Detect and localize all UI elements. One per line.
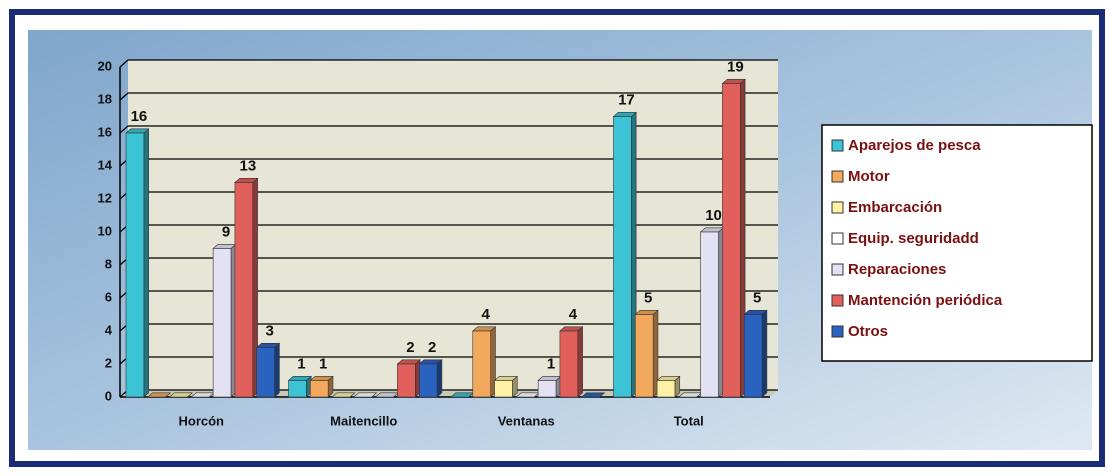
- bar: [537, 380, 557, 398]
- bar-top: [580, 392, 606, 398]
- bar-side: [436, 359, 443, 398]
- data-label: 1: [547, 355, 555, 372]
- x-tick-label: Total: [674, 413, 704, 428]
- bar: [700, 231, 719, 398]
- bar-top: [168, 392, 194, 398]
- grid-line: [119, 92, 778, 101]
- legend-label: Mantención periódica: [848, 292, 1003, 309]
- bar-side: [143, 128, 149, 398]
- bar: [559, 330, 579, 398]
- legend-swatch: [831, 325, 844, 338]
- y-tick-label: 20: [98, 58, 112, 73]
- x-tick-label: Maitencillo: [330, 413, 397, 428]
- legend-swatch: [831, 263, 844, 276]
- frame: [9, 9, 1105, 467]
- bar: [418, 363, 438, 398]
- legend-label: Reparaciones: [848, 261, 946, 278]
- bar: [397, 363, 416, 398]
- y-tick-label: 8: [105, 256, 112, 271]
- legend: [821, 124, 1093, 362]
- bar-side: [761, 309, 768, 398]
- data-label: 5: [753, 289, 761, 306]
- bar: [125, 132, 145, 398]
- data-label: 4: [569, 306, 578, 323]
- x-tick-label: Horcón: [179, 413, 225, 428]
- bar: [722, 83, 741, 398]
- bar: [288, 380, 307, 398]
- bar: [256, 347, 275, 398]
- legend-swatch: [831, 294, 844, 307]
- y-tick-label: 0: [105, 388, 112, 403]
- y-tick-label: 16: [98, 124, 112, 139]
- y-tick-label: 10: [98, 223, 112, 238]
- bar: [472, 330, 491, 398]
- bar: [309, 380, 329, 398]
- data-label: 17: [618, 91, 635, 108]
- y-tick-label: 4: [105, 322, 113, 337]
- data-label: 1: [319, 355, 327, 372]
- bar: [634, 314, 654, 398]
- data-label: 4: [482, 306, 491, 323]
- legend-label: Motor: [848, 168, 890, 185]
- bar: [656, 380, 676, 398]
- grid-line: [119, 59, 778, 68]
- data-label: 1: [297, 355, 305, 372]
- y-tick-label: 2: [105, 355, 112, 370]
- bar: [613, 116, 632, 398]
- legend-label: Otros: [848, 323, 888, 340]
- data-label: 2: [428, 339, 436, 356]
- bar-side: [274, 342, 280, 398]
- bar: [234, 182, 254, 398]
- legend-swatch: [831, 139, 844, 152]
- legend-swatch: [831, 201, 844, 214]
- legend-label: Embarcación: [848, 199, 942, 216]
- bar: [494, 380, 513, 398]
- data-label: 9: [222, 223, 230, 240]
- data-label: 5: [644, 289, 652, 306]
- y-tick-label: 6: [105, 289, 112, 304]
- data-label: 19: [727, 58, 744, 75]
- bar-top: [331, 392, 356, 398]
- legend-swatch: [831, 232, 844, 245]
- legend-swatch: [831, 170, 844, 183]
- legend-label: Aparejos de pesca: [848, 137, 981, 154]
- data-label: 2: [406, 339, 414, 356]
- x-tick-label: Ventanas: [498, 413, 555, 428]
- y-tick-label: 12: [98, 190, 112, 205]
- bar: [743, 314, 763, 398]
- data-label: 10: [705, 207, 722, 224]
- y-tick-label: 18: [98, 91, 112, 106]
- y-tick-label: 14: [98, 157, 113, 172]
- bar-top: [146, 392, 172, 398]
- bar: [212, 248, 232, 398]
- data-label: 3: [265, 322, 273, 339]
- bar-side: [577, 326, 583, 398]
- data-label: 13: [240, 157, 257, 174]
- bar-top: [353, 392, 378, 398]
- legend-label: Equip. seguridadd: [848, 230, 979, 247]
- grid-line: [119, 125, 778, 134]
- data-label: 16: [131, 108, 148, 125]
